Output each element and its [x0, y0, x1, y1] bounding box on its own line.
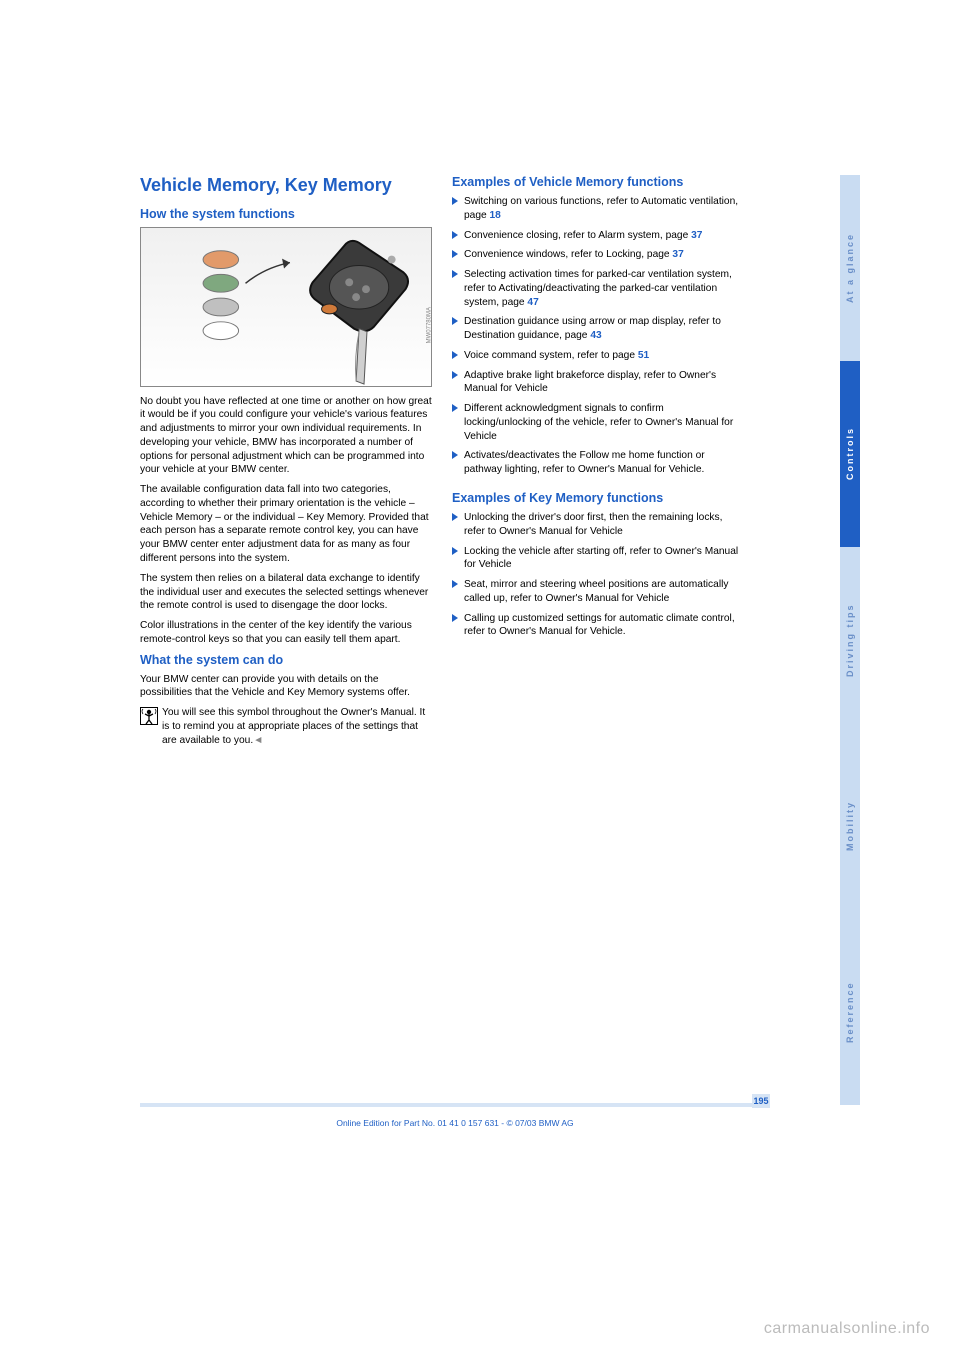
watermark: carmanualsonline.info — [764, 1320, 930, 1338]
para-3: The system then relies on a bilateral da… — [140, 572, 432, 613]
key-illustration — [141, 228, 431, 386]
key-figure: MW07780MA — [140, 227, 432, 387]
section-tabs: At a glance Controls Driving tips Mobili… — [840, 175, 860, 1105]
para-5: Your BMW center can provide you with det… — [140, 673, 432, 701]
page-ref[interactable]: 37 — [672, 249, 683, 260]
page-ref[interactable]: 47 — [527, 297, 538, 308]
para-4: Color illustrations in the center of the… — [140, 619, 432, 647]
memory-symbol-note: You will see this symbol throughout the … — [140, 706, 432, 753]
vm-item: Voice command system, refer to page 51 — [452, 349, 744, 363]
page-title: Vehicle Memory, Key Memory — [140, 175, 432, 197]
vm-list: Switching on various functions, refer to… — [452, 195, 744, 477]
vm-item: Convenience windows, refer to Locking, p… — [452, 248, 744, 262]
page-ref[interactable]: 37 — [691, 230, 702, 241]
km-item: Locking the vehicle after starting off, … — [452, 545, 744, 573]
para-6: You will see this symbol throughout the … — [162, 706, 432, 747]
heading-vm-examples: Examples of Vehicle Memory functions — [452, 175, 744, 189]
figure-credit: MW07780MA — [426, 307, 432, 343]
para-1: No doubt you have reflected at one time … — [140, 395, 432, 478]
tab-mobility[interactable]: Mobility — [840, 733, 860, 919]
vm-item: Activates/deactivates the Follow me home… — [452, 449, 744, 477]
tab-at-a-glance[interactable]: At a glance — [840, 175, 860, 361]
footer-rule — [140, 1103, 770, 1107]
tab-controls[interactable]: Controls — [840, 361, 860, 547]
vm-item-text: Voice command system, refer to page — [464, 350, 638, 361]
page-ref[interactable]: 18 — [490, 210, 501, 221]
km-item: Seat, mirror and steering wheel position… — [452, 578, 744, 606]
vm-item-text: Convenience windows, refer to Locking, p… — [464, 249, 672, 260]
vm-item-text: Convenience closing, refer to Alarm syst… — [464, 230, 691, 241]
km-list: Unlocking the driver's door first, then … — [452, 511, 744, 639]
vm-item: Adaptive brake light brakeforce display,… — [452, 369, 744, 397]
right-column: Examples of Vehicle Memory functions Swi… — [452, 175, 744, 759]
heading-km-examples: Examples of Key Memory functions — [452, 491, 744, 505]
vm-item: Selecting activation times for parked-ca… — [452, 268, 744, 309]
km-item: Unlocking the driver's door first, then … — [452, 511, 744, 539]
left-column: Vehicle Memory, Key Memory How the syste… — [140, 175, 432, 759]
km-item: Calling up customized settings for autom… — [452, 612, 744, 640]
page-ref[interactable]: 43 — [590, 330, 601, 341]
page-ref[interactable]: 51 — [638, 350, 649, 361]
para-2: The available configuration data fall in… — [140, 483, 432, 566]
vm-item-text: Selecting activation times for parked-ca… — [464, 269, 732, 308]
two-column-layout: Vehicle Memory, Key Memory How the syste… — [140, 175, 840, 759]
vm-item: Destination guidance using arrow or map … — [452, 315, 744, 343]
page-number: 195 — [752, 1094, 770, 1108]
page-content: Vehicle Memory, Key Memory How the syste… — [140, 175, 840, 1105]
para-6-text: You will see this symbol throughout the … — [162, 707, 425, 746]
footer-edition-text: Online Edition for Part No. 01 41 0 157 … — [140, 1118, 770, 1128]
vm-item-text: Different acknowledgment signals to conf… — [464, 403, 733, 442]
vm-item-text: Activates/deactivates the Follow me home… — [464, 450, 705, 475]
memory-symbol-icon — [140, 707, 158, 725]
vm-item: Convenience closing, refer to Alarm syst… — [452, 229, 744, 243]
vm-item-text: Switching on various functions, refer to… — [464, 196, 738, 221]
heading-how: How the system functions — [140, 207, 432, 221]
tab-driving-tips[interactable]: Driving tips — [840, 547, 860, 733]
heading-what: What the system can do — [140, 653, 432, 667]
vm-item-text: Adaptive brake light brakeforce display,… — [464, 370, 716, 395]
vm-item: Switching on various functions, refer to… — [452, 195, 744, 223]
tab-reference[interactable]: Reference — [840, 919, 860, 1105]
vm-item: Different acknowledgment signals to conf… — [452, 402, 744, 443]
end-mark: ◄ — [253, 735, 263, 746]
